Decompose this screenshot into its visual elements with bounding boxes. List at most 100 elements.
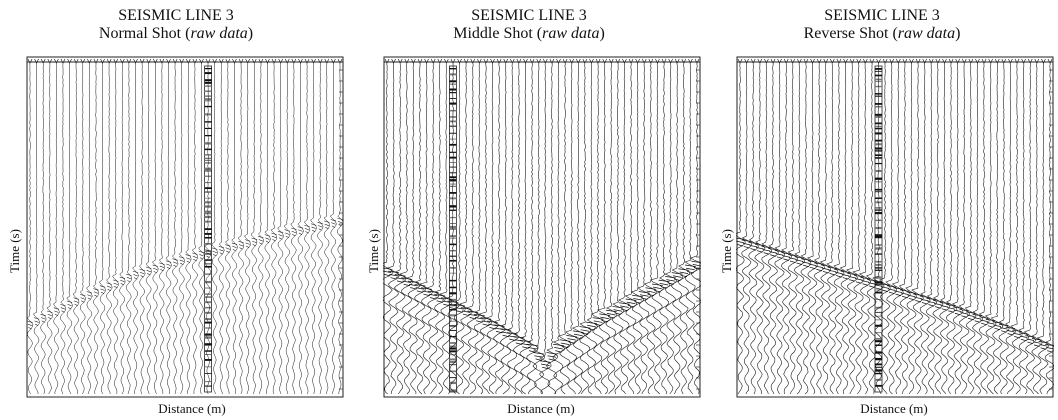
- trace-marker: [27, 58, 33, 64]
- seismic-trace: [579, 61, 592, 395]
- trace-marker: [876, 58, 881, 64]
- first-break-mark: [67, 303, 72, 307]
- seismic-trace: [303, 61, 311, 395]
- first-break-mark: [489, 326, 496, 330]
- first-break-mark: [317, 222, 323, 225]
- gain-bar: [875, 366, 883, 368]
- first-break-mark: [440, 297, 452, 300]
- first-break-mark: [93, 288, 99, 291]
- first-break-mark: [284, 229, 290, 232]
- first-break-mark: [443, 303, 450, 307]
- seismic-trace: [231, 61, 238, 395]
- trace-marker: [126, 58, 132, 64]
- first-break-mark: [87, 297, 92, 300]
- seismic-trace: [383, 61, 394, 395]
- first-break-mark: [172, 258, 178, 261]
- trace-marker: [869, 58, 875, 64]
- seismic-trace: [453, 61, 466, 395]
- first-break-mark: [795, 259, 804, 262]
- trace-marker: [120, 58, 125, 64]
- first-break-mark: [592, 317, 604, 320]
- seismic-trace: [165, 61, 172, 395]
- first-break-mark: [54, 313, 59, 316]
- seismic-trace: [323, 61, 330, 395]
- first-break-mark: [206, 255, 210, 258]
- gain-bar: [449, 370, 457, 373]
- seismic-trace: [264, 61, 271, 395]
- seismic-trace: [571, 61, 585, 395]
- first-break-mark: [211, 247, 218, 250]
- first-break-mark: [522, 346, 529, 349]
- first-break-mark: [606, 313, 616, 316]
- trace-marker: [889, 58, 895, 64]
- first-break-mark: [593, 320, 603, 323]
- first-break-mark: [926, 297, 937, 301]
- gain-bar: [449, 225, 457, 229]
- first-break-mark: [776, 256, 783, 259]
- first-break-mark: [992, 321, 1003, 324]
- trace-marker: [212, 58, 217, 64]
- first-break-mark: [546, 352, 558, 355]
- first-break-mark: [769, 251, 777, 254]
- first-break-mark: [743, 246, 750, 249]
- seismic-trace: [126, 61, 132, 395]
- first-break-mark: [756, 250, 763, 253]
- seismic-trace: [958, 61, 970, 395]
- first-break-mark: [915, 300, 921, 303]
- first-break-mark: [749, 244, 758, 248]
- trace-marker: [225, 58, 231, 64]
- trace-marker: [668, 58, 673, 64]
- first-break-mark: [1013, 332, 1021, 336]
- seismic-trace: [79, 61, 87, 395]
- first-break-mark: [245, 245, 250, 248]
- trace-marker: [562, 58, 568, 64]
- seismic-trace: [826, 61, 839, 395]
- first-break-mark: [40, 314, 46, 317]
- first-break-mark: [481, 320, 491, 323]
- seismic-trace: [1044, 61, 1054, 395]
- first-break-mark: [768, 247, 778, 251]
- first-break-mark: [559, 339, 571, 342]
- first-break-mark: [974, 320, 981, 323]
- first-break-mark: [621, 308, 628, 312]
- subtitle-suffix: ): [247, 25, 254, 42]
- gain-bar: [875, 369, 883, 372]
- first-break-mark: [620, 305, 629, 308]
- first-break-mark: [1026, 338, 1035, 341]
- gain-bar: [449, 255, 457, 257]
- first-break-mark: [304, 224, 310, 228]
- gain-bar: [875, 332, 883, 334]
- trace-marker: [615, 58, 621, 64]
- trace-marker: [797, 58, 802, 64]
- trace-marker: [1047, 58, 1053, 64]
- gain-bar: [204, 287, 212, 289]
- seismic-trace: [664, 61, 677, 395]
- seismic-trace: [393, 61, 407, 395]
- first-break-mark: [987, 325, 994, 328]
- first-break-mark: [867, 279, 877, 282]
- first-break-mark: [100, 288, 105, 291]
- seismic-trace: [26, 61, 33, 395]
- first-break-mark: [973, 317, 982, 320]
- first-break-mark: [407, 280, 419, 284]
- first-break-mark: [291, 227, 297, 230]
- first-break-mark: [539, 360, 551, 363]
- first-break-mark: [199, 254, 204, 257]
- first-break-mark: [993, 324, 1002, 327]
- first-break-mark: [815, 265, 824, 269]
- first-break-mark: [159, 262, 165, 265]
- first-break-mark: [252, 244, 256, 247]
- trace-marker: [688, 58, 693, 64]
- seismic-trace: [336, 61, 344, 395]
- first-break-mark: [310, 223, 317, 226]
- trace-marker: [830, 58, 835, 64]
- first-break-mark: [297, 226, 304, 229]
- first-break-mark: [390, 277, 397, 280]
- gain-bar: [204, 385, 212, 387]
- first-break-mark: [409, 283, 418, 287]
- seismic-trace: [618, 61, 631, 395]
- first-break-mark: [152, 264, 159, 267]
- first-break-mark: [34, 320, 39, 323]
- first-break-mark: [219, 252, 223, 255]
- first-break-mark: [807, 260, 818, 263]
